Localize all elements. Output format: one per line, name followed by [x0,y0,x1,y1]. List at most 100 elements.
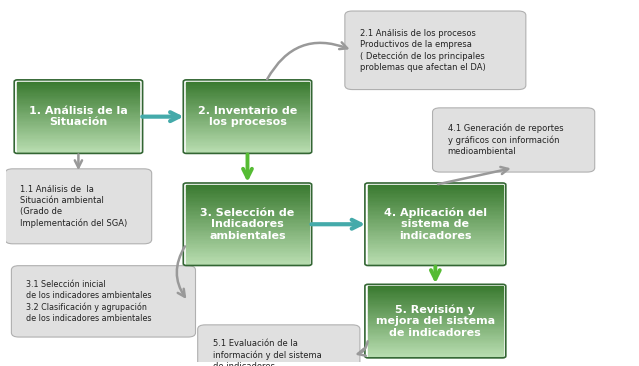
Bar [17,113,139,114]
Bar [17,139,139,140]
Bar [368,251,503,252]
Bar [187,140,309,141]
Bar [368,207,503,209]
Bar [187,197,309,198]
Bar [187,232,309,234]
Bar [368,354,503,355]
Bar [368,335,503,336]
Bar [368,301,503,302]
Bar [368,257,503,258]
Bar [187,86,309,87]
Bar [368,315,503,317]
Bar [187,85,309,86]
Bar [187,84,309,85]
Bar [187,201,309,202]
Bar [187,92,309,93]
Bar [187,100,309,101]
Bar [368,186,503,187]
Bar [17,133,139,134]
Bar [17,137,139,138]
Bar [368,292,503,293]
Bar [187,146,309,147]
Bar [187,245,309,247]
Bar [368,229,503,231]
Bar [187,211,309,212]
Bar [17,97,139,98]
Bar [187,105,309,106]
Text: 2. Inventario de
los procesos: 2. Inventario de los procesos [198,106,297,127]
Bar [368,194,503,195]
Bar [187,186,309,187]
Bar [17,89,139,90]
Bar [368,256,503,257]
Bar [17,100,139,101]
Bar [187,202,309,203]
Bar [17,147,139,148]
Bar [17,87,139,89]
Bar [368,253,503,254]
Bar [368,314,503,315]
Bar [17,120,139,121]
FancyBboxPatch shape [345,11,526,90]
Bar [368,339,503,340]
Bar [187,190,309,191]
Bar [17,82,139,83]
Bar [187,110,309,111]
Bar [368,212,503,214]
Bar [17,134,139,135]
Text: 5. Revisión y
mejora del sistema
de indicadores: 5. Revisión y mejora del sistema de indi… [376,304,495,338]
Bar [17,146,139,147]
Bar [187,191,309,193]
Bar [187,128,309,130]
Bar [368,248,503,249]
Bar [187,91,309,92]
Bar [187,101,309,102]
Bar [187,98,309,99]
Bar [368,343,503,344]
Bar [187,139,309,140]
Bar [187,99,309,100]
Bar [17,116,139,117]
Bar [368,219,503,220]
Bar [368,305,503,306]
Bar [368,260,503,261]
Bar [187,119,309,120]
Bar [368,216,503,218]
Bar [187,87,309,89]
Bar [368,232,503,234]
Bar [17,127,139,128]
Bar [368,309,503,311]
Bar [368,198,503,199]
Bar [368,235,503,236]
Bar [368,247,503,248]
Bar [368,254,503,256]
FancyBboxPatch shape [433,108,595,172]
Bar [368,319,503,320]
Bar [368,333,503,334]
Bar [368,347,503,348]
Bar [187,187,309,189]
Bar [368,349,503,350]
Bar [17,106,139,107]
Bar [187,195,309,197]
Bar [368,308,503,309]
Bar [187,253,309,254]
Bar [187,205,309,206]
Bar [187,145,309,146]
Bar [187,240,309,241]
Bar [368,342,503,343]
Bar [368,211,503,212]
Bar [17,98,139,99]
Bar [187,216,309,218]
Bar [368,311,503,312]
Bar [17,107,139,108]
Bar [187,138,309,139]
Bar [187,117,309,118]
Bar [368,252,503,253]
Bar [17,145,139,146]
Bar [368,341,503,342]
Bar [187,206,309,207]
Text: 1. Análisis de la
Situación: 1. Análisis de la Situación [29,106,128,127]
Bar [187,212,309,214]
Bar [187,106,309,107]
